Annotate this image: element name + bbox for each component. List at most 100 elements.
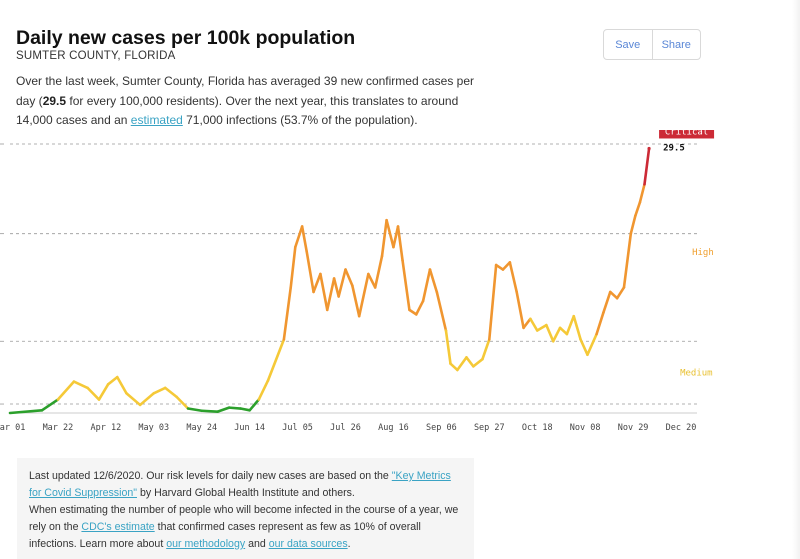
series-segment <box>56 380 76 401</box>
series-segment <box>529 317 539 332</box>
series-segment <box>456 356 468 372</box>
save-button[interactable]: Save <box>615 38 641 51</box>
series-segment <box>522 317 532 330</box>
series-segment <box>545 323 555 343</box>
series-segment <box>435 290 448 332</box>
methodology-link[interactable]: our methodology <box>166 538 246 550</box>
series-segment <box>248 398 261 412</box>
series-segment <box>373 254 384 289</box>
footnote-text: . <box>347 538 351 550</box>
series-segment <box>175 395 190 410</box>
footnote-box: Last updated 12/6/2020. Our risk levels … <box>17 458 474 559</box>
series-segment <box>200 409 219 413</box>
x-tick-label: May 24 <box>186 423 217 433</box>
series-segment <box>501 261 512 271</box>
cdc-estimate-link[interactable]: CDC's estimate <box>81 521 155 533</box>
series-segment <box>115 375 128 395</box>
series-segment <box>357 272 370 318</box>
series-segment <box>152 386 167 395</box>
series-segment <box>396 225 404 262</box>
x-tick-label: Jun 14 <box>234 423 265 433</box>
series-segment <box>428 268 439 294</box>
series-segment <box>40 398 60 412</box>
line-chart: Mar 01 Mar 22 Apr 12 May 03 May 24 Jun 14 Jul … <box>0 130 715 433</box>
data-sources-link[interactable]: our data sources <box>268 538 348 550</box>
last-point <box>647 146 651 151</box>
scroll-edge-shadow <box>792 0 800 559</box>
footnote-paragraph-2: When estimating the number of people who… <box>29 502 462 553</box>
x-tick-label: Oct 18 <box>522 423 553 433</box>
series-segment <box>344 268 354 287</box>
key-metrics-link[interactable]: "Key Metrics for Covid Suppression" <box>29 470 451 499</box>
series-segment <box>622 232 633 289</box>
series-segment <box>535 323 548 332</box>
x-tick-label: May 03 <box>138 423 169 433</box>
high-label: High <box>692 248 714 258</box>
series-segment <box>239 407 251 412</box>
series-segment <box>421 268 432 303</box>
series-segment <box>86 386 101 401</box>
series-segment <box>266 338 286 383</box>
series-segment <box>97 383 110 401</box>
series-segment <box>629 214 637 235</box>
chart-title: Daily new cases per 100k population <box>16 27 356 49</box>
location-subtitle: SUMTER COUNTY, FLORIDA <box>16 50 176 62</box>
series-segment <box>337 268 347 298</box>
series-segment <box>602 290 612 314</box>
estimated-link[interactable]: estimated <box>130 113 183 127</box>
summary-value: 29.5 <box>42 93 67 108</box>
series-segment <box>305 250 315 294</box>
series-segment <box>515 290 525 330</box>
series-segment <box>586 332 598 357</box>
summary-paragraph: Over the last week, Sumter County, Flori… <box>16 72 486 131</box>
series-segment <box>572 314 582 341</box>
series-segment <box>408 308 418 316</box>
action-buttons: Save Share <box>603 29 701 60</box>
x-tick-label: Sep 27 <box>474 423 505 433</box>
series-segment <box>325 277 336 312</box>
series-segment <box>494 263 505 271</box>
critical-label: Critical <box>665 130 708 137</box>
series-segment <box>465 356 475 368</box>
series-segment <box>579 338 589 357</box>
series-segment <box>282 286 293 341</box>
x-tick-label: Nov 29 <box>618 423 649 433</box>
footnote-text: Last updated 12/6/2020. Our risk levels … <box>29 470 392 482</box>
summary-text-1: Over the last week, Sumter County, Flori… <box>16 74 474 108</box>
series-segment <box>257 379 270 401</box>
grid-lines <box>0 143 697 414</box>
series-segment <box>125 391 142 407</box>
summary-text-3: 71,000 infections (53.7% of the populati… <box>182 113 418 127</box>
series-segment <box>608 290 619 300</box>
last-value-label: 29.5 <box>663 143 685 153</box>
series-segment <box>444 329 452 365</box>
x-tick-label: Dec 20 <box>666 423 697 433</box>
series-segment <box>551 326 562 343</box>
series-segment <box>293 225 304 249</box>
series-segment <box>216 406 231 413</box>
level-labels: Critical 29.5 High Medium <box>659 130 715 378</box>
series-segment <box>558 326 569 336</box>
share-button[interactable]: Share <box>651 30 701 59</box>
series-segment <box>508 261 518 294</box>
series-segment <box>72 380 89 390</box>
series-segment <box>634 200 642 218</box>
series-segment <box>186 407 204 413</box>
x-tick-label: Aug 16 <box>378 423 409 433</box>
series-segment <box>106 375 119 386</box>
x-tick-label: Mar 22 <box>43 423 74 433</box>
series-segment <box>595 311 605 336</box>
series-segment <box>643 147 651 186</box>
series-segment <box>481 338 491 361</box>
footnote-text: When estimating the number of people who… <box>29 504 459 533</box>
x-tick-label: Jul 26 <box>330 423 361 433</box>
x-tick-label: Nov 08 <box>570 423 601 433</box>
x-tick-label: Jul 05 <box>282 423 313 433</box>
series-segment <box>615 286 626 300</box>
x-tick-label: Mar 01 <box>0 423 25 433</box>
series-segment <box>565 314 576 336</box>
footnote-paragraph-1: Last updated 12/6/2020. Our risk levels … <box>29 468 462 502</box>
series-segment <box>449 362 459 372</box>
series-segment <box>638 183 646 204</box>
series-segment <box>380 218 388 258</box>
